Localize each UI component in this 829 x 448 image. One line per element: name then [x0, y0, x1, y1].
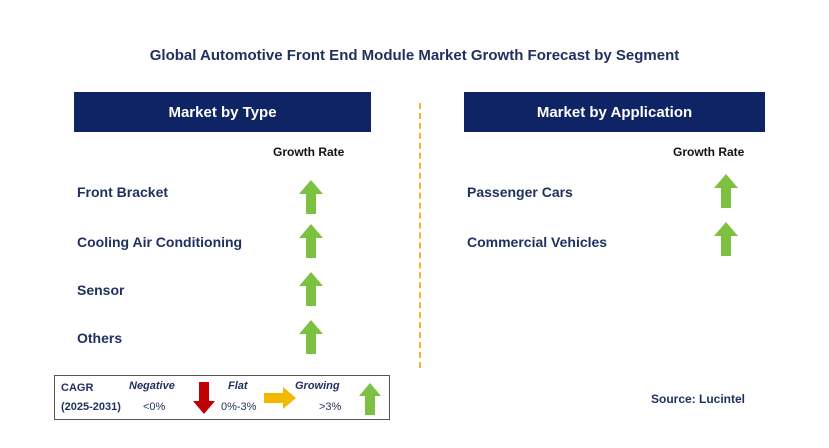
panel-divider — [419, 103, 421, 368]
type-row-label: Sensor — [77, 282, 125, 298]
application-row-label: Commercial Vehicles — [467, 234, 608, 250]
source-note: Source: Lucintel — [651, 392, 746, 406]
legend-negative-label: Negative — [129, 380, 175, 392]
up-arrow-icon — [714, 174, 738, 208]
legend-period: (2025-2031) — [61, 401, 121, 413]
type-row-label: Cooling Air Conditioning — [77, 234, 243, 250]
up-arrow-icon — [359, 383, 381, 415]
down-arrow-icon — [193, 382, 215, 414]
cagr-legend: CAGR (2025-2031) Negative <0% Flat 0%-3%… — [54, 375, 390, 420]
application-growth-rate-header: Growth Rate — [673, 145, 745, 159]
page-title: Global Automotive Front End Module Marke… — [149, 47, 680, 64]
application-row-label: Passenger Cars — [467, 184, 573, 200]
up-arrow-icon — [714, 222, 738, 256]
application-panel-header: Market by Application — [464, 92, 765, 132]
legend-growing-range: >3% — [319, 401, 342, 413]
type-row-label: Others — [77, 330, 123, 346]
up-arrow-icon — [299, 272, 323, 306]
up-arrow-icon — [299, 320, 323, 354]
up-arrow-icon — [299, 224, 323, 258]
type-panel-header: Market by Type — [74, 92, 371, 132]
up-arrow-icon — [299, 180, 323, 214]
type-row-label: Front Bracket — [77, 184, 169, 200]
type-growth-rate-header: Growth Rate — [273, 145, 345, 159]
right-arrow-icon — [264, 387, 296, 409]
legend-growing-label: Growing — [295, 380, 340, 392]
legend-flat-label: Flat — [228, 380, 248, 392]
legend-negative-range: <0% — [143, 401, 166, 413]
legend-flat-range: 0%-3% — [221, 401, 257, 413]
legend-cagr-label: CAGR — [61, 382, 94, 394]
